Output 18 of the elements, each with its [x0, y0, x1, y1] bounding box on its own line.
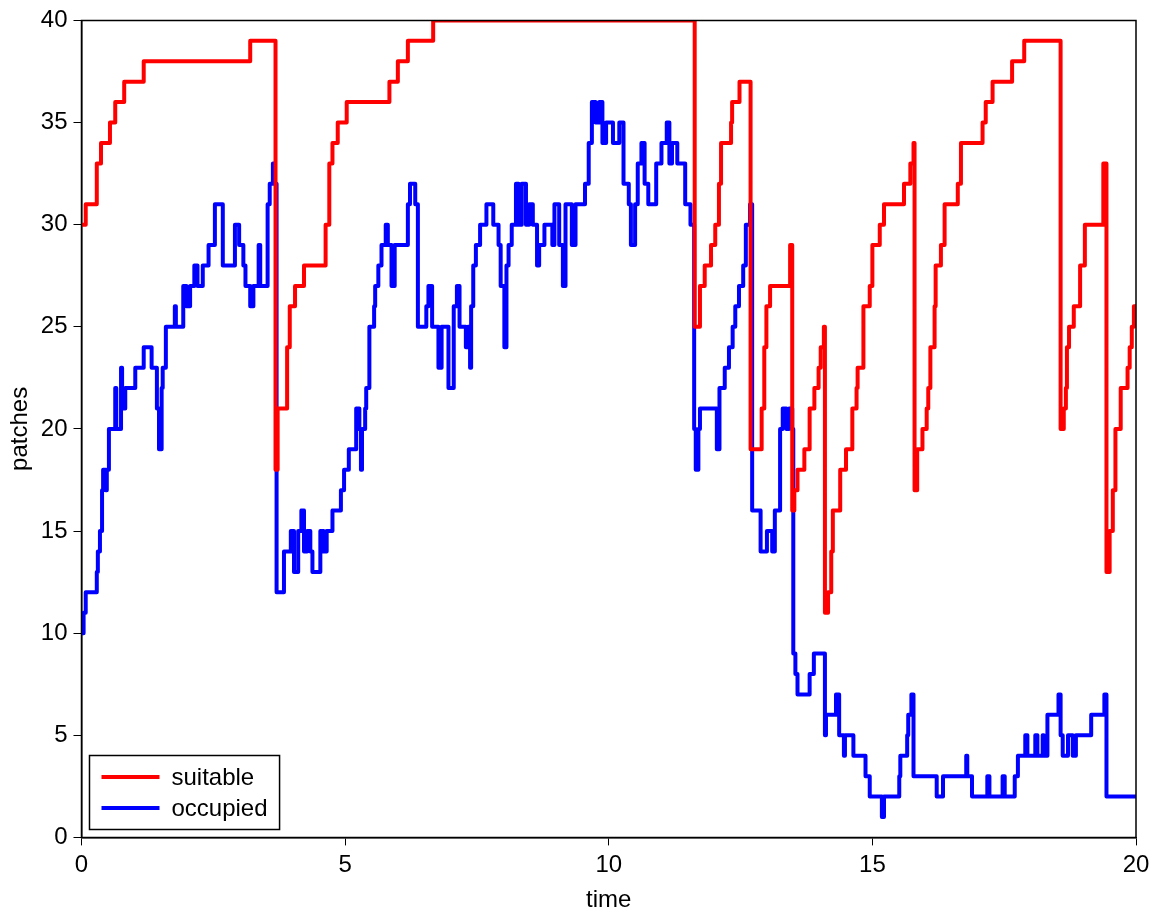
y-axis-title: patches — [5, 386, 33, 471]
y-tick-label: 10 — [40, 617, 68, 645]
y-tick-label: 15 — [40, 515, 68, 543]
y-tick-label: 40 — [40, 5, 68, 33]
x-tick-label: 0 — [74, 850, 89, 878]
y-tick-label: 5 — [54, 719, 68, 747]
x-tick-label: 10 — [595, 850, 623, 878]
x-tick-label: 5 — [338, 850, 352, 878]
y-tick-label: 35 — [40, 107, 68, 135]
x-tick-label: 20 — [1122, 850, 1150, 878]
y-tick-label: 20 — [40, 413, 68, 441]
y-tick-label: 0 — [54, 822, 68, 850]
legend-label: suitable — [171, 762, 255, 790]
legend-label: occupied — [171, 793, 268, 821]
y-tick-label: 30 — [40, 209, 68, 237]
x-axis-title: time — [586, 885, 632, 913]
y-tick-label: 25 — [40, 311, 68, 339]
x-tick-label: 15 — [859, 850, 886, 878]
